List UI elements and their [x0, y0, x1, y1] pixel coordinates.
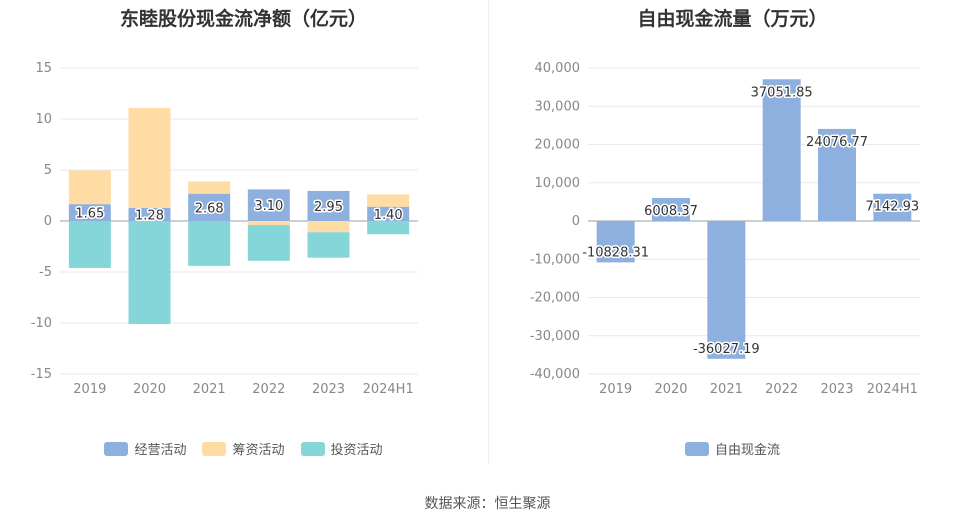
- x-tick-label: 2024H1: [363, 382, 414, 397]
- legend-swatch: [684, 441, 709, 456]
- bar-自由现金流-2021[interactable]: [707, 221, 746, 359]
- y-tick-label: 10: [35, 112, 52, 127]
- bar-经营活动-2022[interactable]: [247, 189, 290, 221]
- y-tick-label: 10,000: [535, 176, 581, 191]
- y-tick-label: -10,000: [530, 252, 580, 267]
- bar-筹资活动-2022[interactable]: [247, 221, 290, 226]
- bar-经营活动-2020[interactable]: [128, 207, 171, 221]
- y-tick-label: -10: [31, 316, 52, 331]
- legend-item[interactable]: 自由现金流: [684, 439, 780, 458]
- bar-投资活动-2023[interactable]: [307, 232, 350, 258]
- right-chart-legend: 自由现金流: [490, 439, 975, 458]
- y-tick-label: 0: [572, 214, 580, 229]
- data-label: 1.40: [374, 208, 403, 223]
- free-cash-flow-chart-panel: 自由现金流量（万元） 40,000 30,000 20,000 10,000 0 -10,…: [490, 0, 975, 470]
- bar-筹资活动-2023[interactable]: [307, 221, 350, 233]
- data-label: -36027.19: [693, 342, 760, 357]
- legend-label: 经营活动: [134, 443, 187, 458]
- right-chart-title: 自由现金流量（万元）: [637, 8, 828, 30]
- legend-item[interactable]: 投资活动: [300, 439, 383, 458]
- data-label: 2.68: [195, 201, 224, 216]
- bar-经营活动-2024H1[interactable]: [367, 206, 410, 221]
- x-tick-label: 2024H1: [867, 382, 918, 397]
- x-tick-label: 2019: [599, 382, 632, 397]
- y-tick-label: 5: [44, 163, 52, 178]
- bar-自由现金流-2020[interactable]: [652, 198, 690, 221]
- bar-投资活动-2021[interactable]: [188, 221, 231, 266]
- x-tick-label: 2020: [654, 382, 687, 397]
- bar-投资活动-2019[interactable]: [68, 221, 111, 268]
- data-label: 1.65: [75, 207, 104, 222]
- y-tick-label: -5: [39, 265, 52, 280]
- data-label: 3.10: [254, 199, 283, 214]
- cash-flow-chart: 15 10 5 0 -5 -10 -15 2019 2020 2021 2022 2023 2024H1…: [31, 61, 418, 397]
- x-tick-label: 2022: [252, 382, 285, 397]
- data-label: 37051.85: [751, 85, 813, 100]
- bar-筹资活动-2021[interactable]: [188, 181, 231, 194]
- left-chart-title: 东睦股份现金流净额（亿元）: [119, 8, 367, 30]
- data-label: 2.95: [314, 200, 343, 215]
- data-label: 7142.93: [865, 200, 919, 215]
- legend-label: 筹资活动: [232, 443, 285, 458]
- y-tick-label: 0: [44, 214, 52, 229]
- y-tick-label: -30,000: [530, 329, 580, 344]
- bar-筹资活动-2024H1[interactable]: [367, 194, 410, 207]
- left-chart-legend: 经营活动 筹资活动 投资活动: [0, 439, 487, 458]
- x-tick-label: 2023: [820, 382, 853, 397]
- data-source-note: 数据来源：恒生聚源: [424, 496, 551, 512]
- panel-divider: [488, 0, 489, 465]
- legend-swatch: [104, 441, 129, 456]
- bar-经营活动-2021[interactable]: [188, 193, 231, 221]
- legend-label: 投资活动: [330, 443, 383, 458]
- legend-swatch: [300, 441, 325, 456]
- free-cash-flow-chart: 40,000 30,000 20,000 10,000 0 -10,000 -20,000 -…: [530, 61, 921, 397]
- legend-item[interactable]: 筹资活动: [202, 439, 285, 458]
- x-tick-label: 2021: [710, 382, 743, 397]
- cash-flow-chart-panel: 东睦股份现金流净额（亿元） 15 10 5 0 -5 -10 -15 2019 2020 2021…: [0, 0, 487, 470]
- data-label: 24076.77: [806, 135, 868, 150]
- x-tick-label: 2022: [765, 382, 798, 397]
- bar-自由现金流-2024H1[interactable]: [873, 193, 912, 221]
- data-label: -10828.31: [582, 245, 649, 260]
- y-tick-label: -20,000: [530, 291, 580, 306]
- y-tick-label: 15: [35, 61, 52, 76]
- legend-label: 自由现金流: [714, 443, 780, 458]
- bar-投资活动-2024H1[interactable]: [367, 221, 410, 235]
- data-label: 6008.37: [644, 204, 698, 219]
- legend-item[interactable]: 经营活动: [104, 439, 186, 458]
- data-label: 1.28: [135, 208, 164, 223]
- bar-自由现金流-2022[interactable]: [762, 79, 801, 221]
- x-tick-label: 2020: [133, 382, 166, 397]
- y-tick-label: 30,000: [535, 99, 581, 114]
- x-tick-label: 2019: [73, 382, 106, 397]
- legend-swatch: [202, 441, 227, 456]
- bar-投资活动-2022[interactable]: [247, 225, 290, 261]
- bar-投资活动-2020[interactable]: [128, 221, 171, 325]
- bar-经营活动-2023[interactable]: [307, 190, 350, 221]
- bar-筹资活动-2019[interactable]: [68, 170, 111, 205]
- y-tick-label: 20,000: [535, 138, 581, 153]
- x-tick-label: 2023: [312, 382, 345, 397]
- bar-自由现金流-2019[interactable]: [596, 221, 635, 263]
- bar-自由现金流-2023[interactable]: [818, 128, 856, 221]
- x-tick-label: 2021: [193, 382, 226, 397]
- y-tick-label: -15: [31, 367, 52, 382]
- bar-经营活动-2019[interactable]: [68, 204, 111, 221]
- bar-筹资活动-2020[interactable]: [128, 107, 171, 208]
- y-tick-label: -40,000: [530, 367, 580, 382]
- y-tick-label: 40,000: [535, 61, 581, 76]
